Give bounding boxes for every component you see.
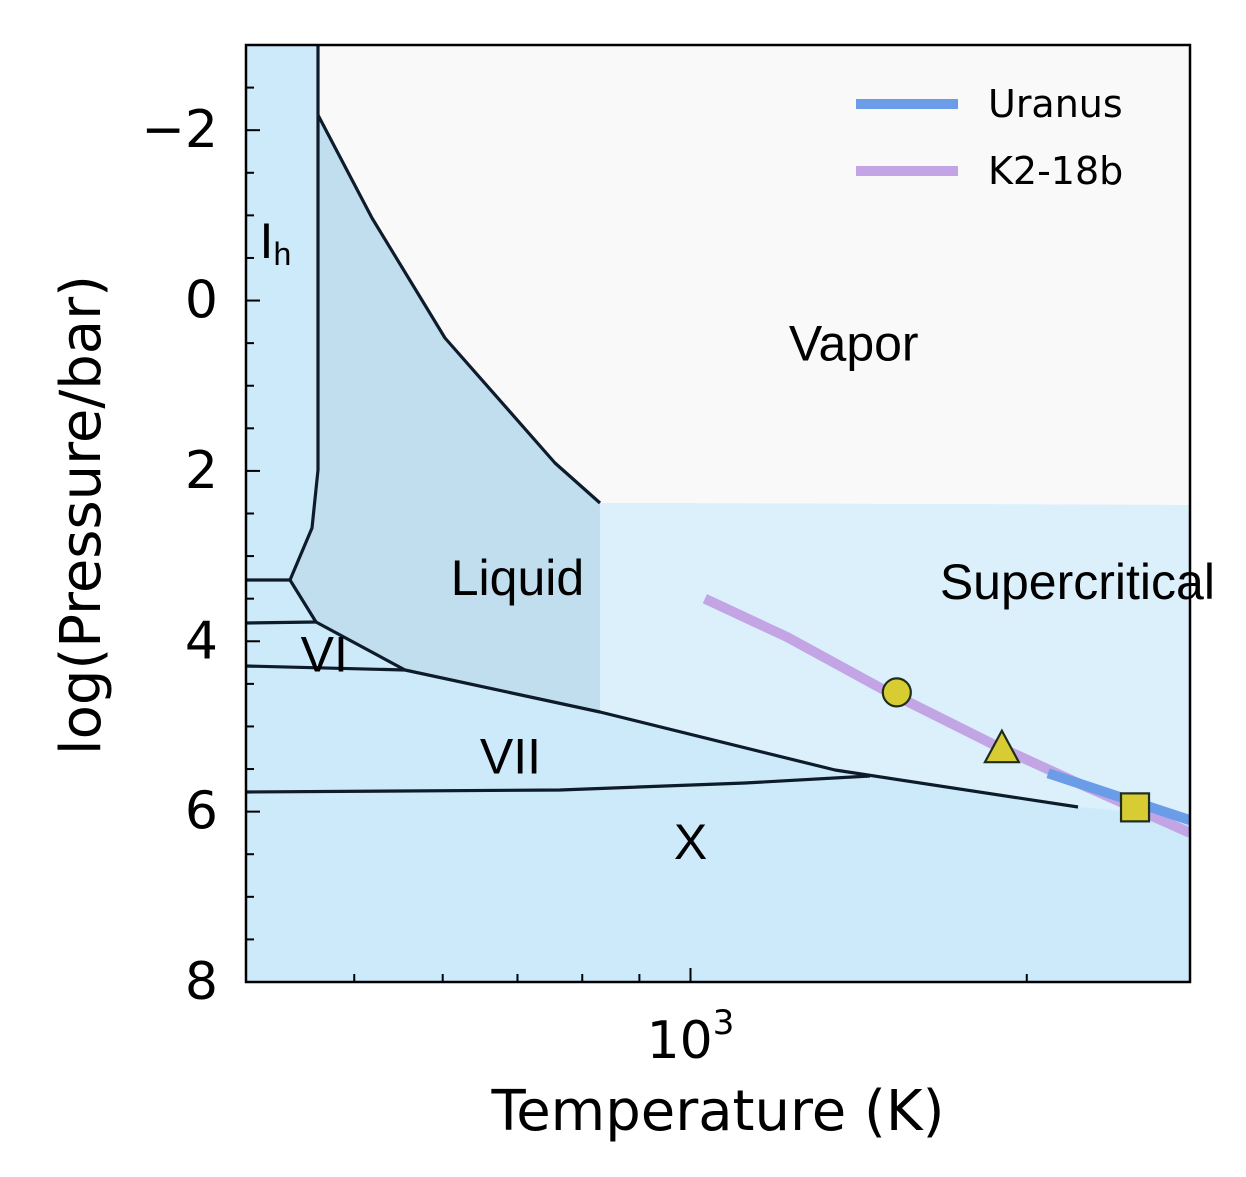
vapor-region	[318, 45, 1190, 505]
region-label-supercritical: Supercritical	[940, 554, 1215, 610]
vaporization-curve	[316, 114, 602, 505]
ice-boundary-b	[246, 620, 317, 625]
region-label-liquid: Liquid	[451, 550, 584, 606]
phase-boundaries	[246, 45, 1079, 809]
x-axis-title: Temperature (K)	[491, 1079, 945, 1144]
y-tick-label: −2	[141, 100, 218, 160]
phase-regions	[246, 45, 1190, 982]
legend-label: Uranus	[988, 82, 1123, 126]
liquid-region	[290, 115, 600, 712]
series-line-uranus	[1046, 768, 1190, 825]
planet-profiles	[702, 594, 1190, 838]
region-label-ice-vi: VI	[301, 627, 348, 683]
profile-markers	[881, 677, 1151, 823]
legend-label: K2-18b	[988, 149, 1123, 193]
y-tick-label: 6	[185, 782, 218, 842]
square-marker	[1119, 792, 1151, 823]
region-label-ice-x: X	[674, 814, 707, 870]
y-tick-label: 0	[185, 271, 218, 331]
supercritical-region	[600, 503, 1190, 817]
tick-labels: −2 0 2 4 6 8 103	[141, 100, 734, 1071]
y-tick-label: 8	[185, 952, 218, 1012]
region-labels: Ih Liquid Vapor Supercritical VI VII X	[260, 213, 1215, 870]
region-label-ice-vii: VII	[480, 729, 541, 785]
triangle-marker	[983, 728, 1021, 764]
y-axis-title: log(Pressure/bar)	[49, 275, 114, 755]
y-tick-label: 2	[185, 441, 218, 501]
vii-x-boundary	[246, 774, 871, 794]
y-tick-label: 4	[185, 611, 218, 671]
legend: Uranus K2-18b	[856, 82, 1123, 193]
ice-boundary-c	[246, 664, 406, 672]
melting-curve	[404, 668, 1079, 809]
circle-marker	[881, 677, 912, 708]
ih-liquid-boundary	[288, 45, 320, 581]
axis-ticks	[245, 44, 1028, 983]
ice-boundary-a	[246, 578, 406, 672]
region-label-ice-ih: Ih	[260, 213, 292, 272]
x-tick-label: 103	[647, 1003, 735, 1071]
region-label-vapor: Vapor	[789, 316, 919, 372]
